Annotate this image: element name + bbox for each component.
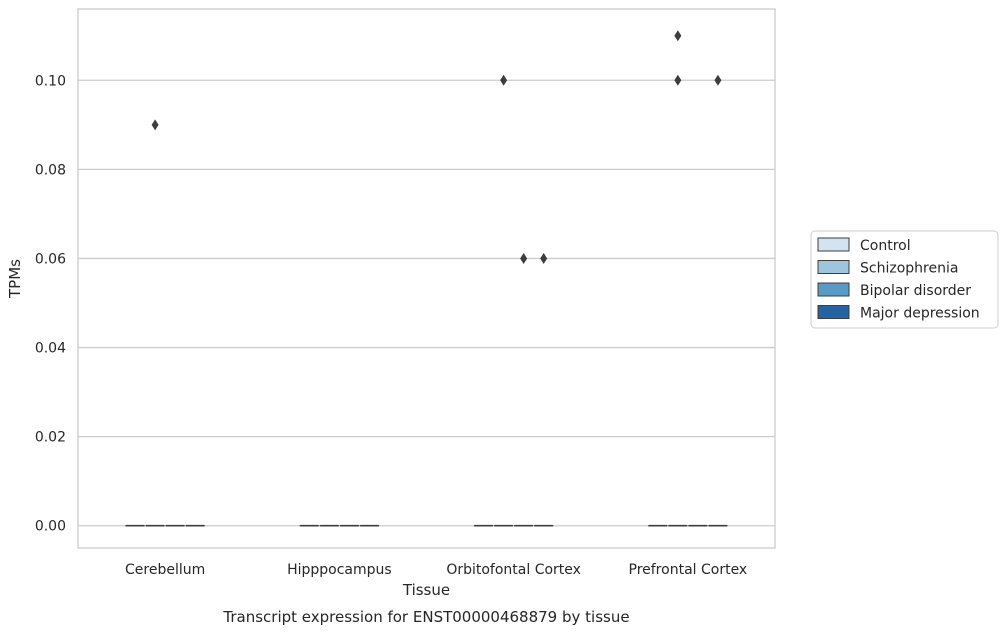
legend-label: Control [860,238,911,254]
legend-swatch [817,237,850,252]
x-tick-label: Orbitofontal Cortex [446,562,581,578]
x-tick-label: Prefrontal Cortex [629,562,748,578]
y-tick-label: 0.08 [35,162,66,178]
legend-label: Major depression [860,306,980,322]
plot-area-frame [77,8,776,549]
y-tick-label: 0.00 [35,519,66,535]
y-tick-label: 0.06 [35,251,66,267]
x-tick-label: Cerebellum [125,562,205,578]
outlier-points [151,30,722,264]
y-axis-label: TPMs [6,259,24,299]
legend-swatch [817,260,850,274]
x-tick-label: Hipppocampus [287,562,392,578]
legend-swatch [817,305,850,319]
chart-caption: Transcript expression for ENST0000046887… [222,608,629,626]
y-tick-labels: 0.00 0.02 0.04 0.06 0.08 0.10 [35,73,66,534]
y-tick-label: 0.10 [35,73,66,89]
outlier-point [500,74,508,86]
outlier-point [674,30,682,42]
outlier-point [540,252,548,264]
legend: Control Schizophrenia Bipolar disorder Majo… [810,230,999,329]
outlier-point [714,74,722,86]
legend-swatch [817,282,850,297]
outlier-point [674,74,682,86]
outlier-point [151,119,159,131]
y-tick-label: 0.02 [35,430,66,446]
legend-frame [810,230,999,329]
y-gridlines [78,79,775,527]
y-tick-label: 0.04 [35,341,66,357]
outlier-point [520,252,528,264]
x-tick-labels: Cerebellum Hipppocampus Orbitofontal Corte… [125,562,747,578]
x-axis-label: Tissue [402,581,450,599]
legend-label: Schizophrenia [860,261,958,277]
legend-label: Bipolar disorder [860,283,971,299]
